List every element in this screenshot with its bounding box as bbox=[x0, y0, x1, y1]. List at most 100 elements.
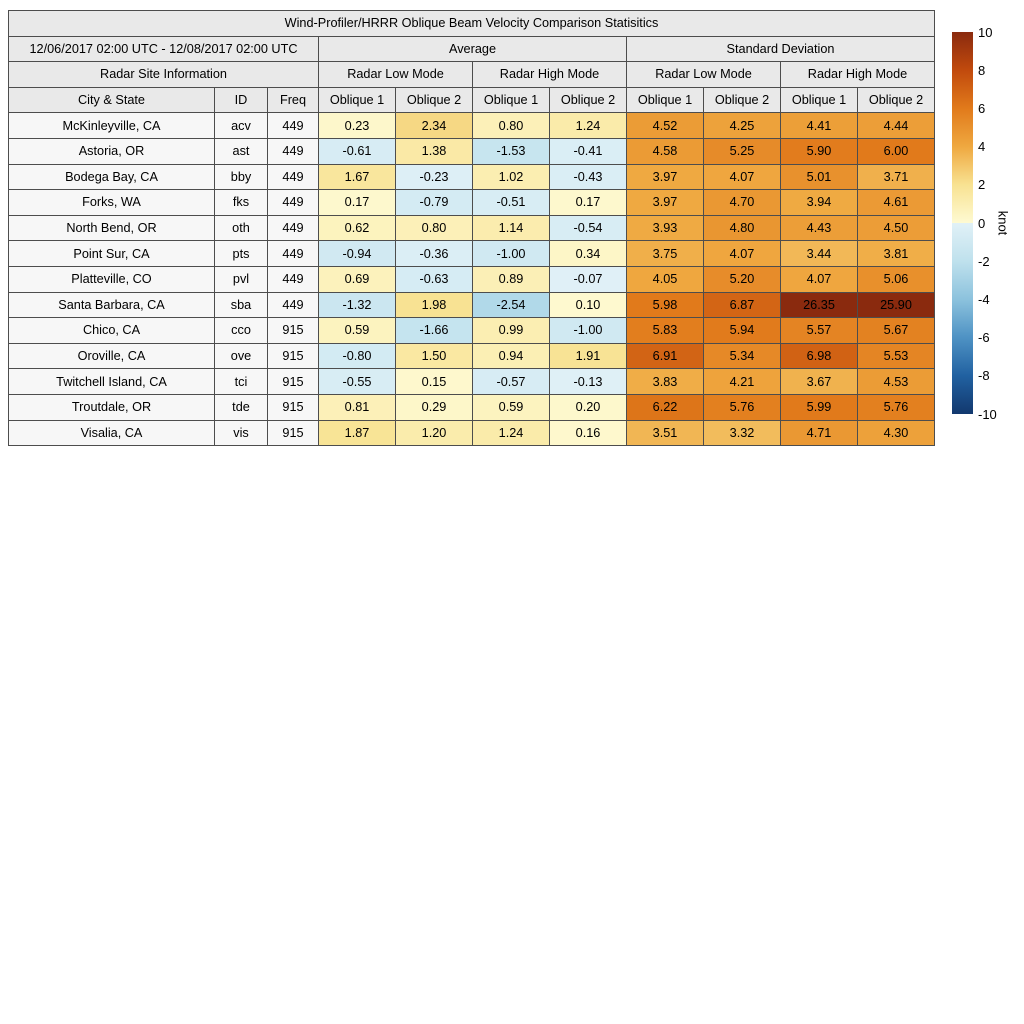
table-body: McKinleyville, CA acv 449 0.23 2.34 0.80 1.24 4… bbox=[8, 112, 935, 447]
table-row: Visalia, CA vis 915 1.87 1.20 1.24 0.16 3.51 3.3… bbox=[8, 419, 935, 447]
site-id-cell: tde bbox=[214, 393, 268, 421]
site-id-cell: ast bbox=[214, 137, 268, 165]
colorbar-tick-label: 0 bbox=[978, 215, 986, 231]
table-row: McKinleyville, CA acv 449 0.23 2.34 0.80 1.24 4… bbox=[8, 112, 935, 139]
value-cell: 5.53 bbox=[857, 342, 935, 370]
freq-cell: 449 bbox=[267, 265, 319, 293]
value-cell: 0.94 bbox=[472, 342, 550, 370]
freq-cell: 449 bbox=[267, 112, 319, 139]
site-id-cell: cco bbox=[214, 317, 268, 344]
city-cell: McKinleyville, CA bbox=[8, 112, 215, 139]
statistics-table: Wind-Profiler/HRRR Oblique Beam Velocity… bbox=[8, 10, 935, 447]
value-cell: 1.14 bbox=[472, 214, 550, 242]
value-cell: 5.01 bbox=[780, 163, 858, 191]
colorbar-tick-label: 10 bbox=[978, 24, 993, 40]
value-cell: -0.61 bbox=[318, 137, 396, 165]
value-cell: 3.32 bbox=[703, 419, 781, 447]
value-cell: 5.98 bbox=[626, 291, 704, 319]
value-cell: -1.00 bbox=[472, 240, 550, 267]
group-header-row: 12/06/2017 02:00 UTC - 12/08/2017 02:00 … bbox=[8, 35, 935, 63]
city-cell: Point Sur, CA bbox=[8, 240, 215, 267]
value-cell: 0.29 bbox=[395, 393, 473, 421]
standard-deviation-group-label: Standard Deviation bbox=[626, 35, 935, 63]
value-cell: 6.87 bbox=[703, 291, 781, 319]
std-low-mode-label: Radar Low Mode bbox=[626, 61, 781, 88]
value-cell: -0.41 bbox=[549, 137, 627, 165]
site-id-cell: fks bbox=[214, 189, 268, 216]
value-cell: -0.54 bbox=[549, 214, 627, 242]
site-id-cell: vis bbox=[214, 419, 268, 447]
value-cell: 5.83 bbox=[626, 317, 704, 344]
colorbar-tick-label: -2 bbox=[978, 253, 990, 269]
site-id-cell: sba bbox=[214, 291, 268, 319]
value-cell: 6.91 bbox=[626, 342, 704, 370]
oblique1-column-header: Oblique 1 bbox=[780, 86, 858, 114]
colorbar-tick-label: 2 bbox=[978, 177, 986, 193]
value-cell: 3.71 bbox=[857, 163, 935, 191]
value-cell: 1.02 bbox=[472, 163, 550, 191]
colorbar-tick-label: 8 bbox=[978, 62, 986, 78]
value-cell: -2.54 bbox=[472, 291, 550, 319]
oblique2-column-header: Oblique 2 bbox=[395, 86, 473, 114]
value-cell: 4.07 bbox=[703, 240, 781, 267]
value-cell: 0.23 bbox=[318, 112, 396, 139]
value-cell: 0.34 bbox=[549, 240, 627, 267]
value-cell: 3.44 bbox=[780, 240, 858, 267]
table-row: North Bend, OR oth 449 0.62 0.80 1.14 -0.54 3.9… bbox=[8, 214, 935, 242]
value-cell: 0.80 bbox=[472, 112, 550, 139]
oblique1-column-header: Oblique 1 bbox=[626, 86, 704, 114]
table-row: Chico, CA cco 915 0.59 -1.66 0.99 -1.00 5.83 5.9… bbox=[8, 317, 935, 344]
site-id-cell: pts bbox=[214, 240, 268, 267]
colorbar-tick-label: -8 bbox=[978, 368, 990, 384]
oblique2-column-header: Oblique 2 bbox=[549, 86, 627, 114]
colorbar-tick-label: -4 bbox=[978, 291, 990, 307]
value-cell: 0.15 bbox=[395, 368, 473, 395]
value-cell: -0.55 bbox=[318, 368, 396, 395]
value-cell: 4.05 bbox=[626, 265, 704, 293]
value-cell: -0.63 bbox=[395, 265, 473, 293]
value-cell: -0.07 bbox=[549, 265, 627, 293]
value-cell: 4.43 bbox=[780, 214, 858, 242]
value-cell: 1.98 bbox=[395, 291, 473, 319]
value-cell: -1.53 bbox=[472, 137, 550, 165]
value-cell: -1.66 bbox=[395, 317, 473, 344]
colorbar-tick-label: -10 bbox=[978, 406, 997, 422]
table-title: Wind-Profiler/HRRR Oblique Beam Velocity… bbox=[8, 10, 935, 37]
value-cell: 4.30 bbox=[857, 419, 935, 447]
value-cell: 0.17 bbox=[549, 189, 627, 216]
value-cell: 3.67 bbox=[780, 368, 858, 395]
value-cell: 1.24 bbox=[549, 112, 627, 139]
title-row: Wind-Profiler/HRRR Oblique Beam Velocity… bbox=[8, 10, 935, 37]
value-cell: 5.20 bbox=[703, 265, 781, 293]
value-cell: -0.36 bbox=[395, 240, 473, 267]
freq-cell: 449 bbox=[267, 189, 319, 216]
table-row: Santa Barbara, CA sba 449 -1.32 1.98 -2.54 0.1… bbox=[8, 291, 935, 319]
value-cell: 5.25 bbox=[703, 137, 781, 165]
mode-header-row: Radar Site Information Radar Low Mode Ra… bbox=[8, 61, 935, 88]
freq-cell: 915 bbox=[267, 393, 319, 421]
value-cell: 6.22 bbox=[626, 393, 704, 421]
value-cell: 5.67 bbox=[857, 317, 935, 344]
city-cell: Astoria, OR bbox=[8, 137, 215, 165]
value-cell: 4.44 bbox=[857, 112, 935, 139]
value-cell: 3.51 bbox=[626, 419, 704, 447]
value-cell: 4.53 bbox=[857, 368, 935, 395]
column-header-row: City & State ID Freq Oblique 1 Oblique 2… bbox=[8, 86, 935, 114]
avg-high-mode-label: Radar High Mode bbox=[472, 61, 627, 88]
value-cell: 5.34 bbox=[703, 342, 781, 370]
value-cell: 2.34 bbox=[395, 112, 473, 139]
value-cell: 4.50 bbox=[857, 214, 935, 242]
freq-cell: 915 bbox=[267, 368, 319, 395]
freq-cell: 449 bbox=[267, 163, 319, 191]
value-cell: 5.90 bbox=[780, 137, 858, 165]
value-cell: 0.16 bbox=[549, 419, 627, 447]
value-cell: 6.00 bbox=[857, 137, 935, 165]
value-cell: 3.97 bbox=[626, 189, 704, 216]
table-row: Twitchell Island, CA tci 915 -0.55 0.15 -0.57… bbox=[8, 368, 935, 395]
value-cell: 0.20 bbox=[549, 393, 627, 421]
value-cell: 1.67 bbox=[318, 163, 396, 191]
oblique2-column-header: Oblique 2 bbox=[857, 86, 935, 114]
value-cell: 1.20 bbox=[395, 419, 473, 447]
freq-cell: 449 bbox=[267, 240, 319, 267]
avg-low-mode-label: Radar Low Mode bbox=[318, 61, 473, 88]
